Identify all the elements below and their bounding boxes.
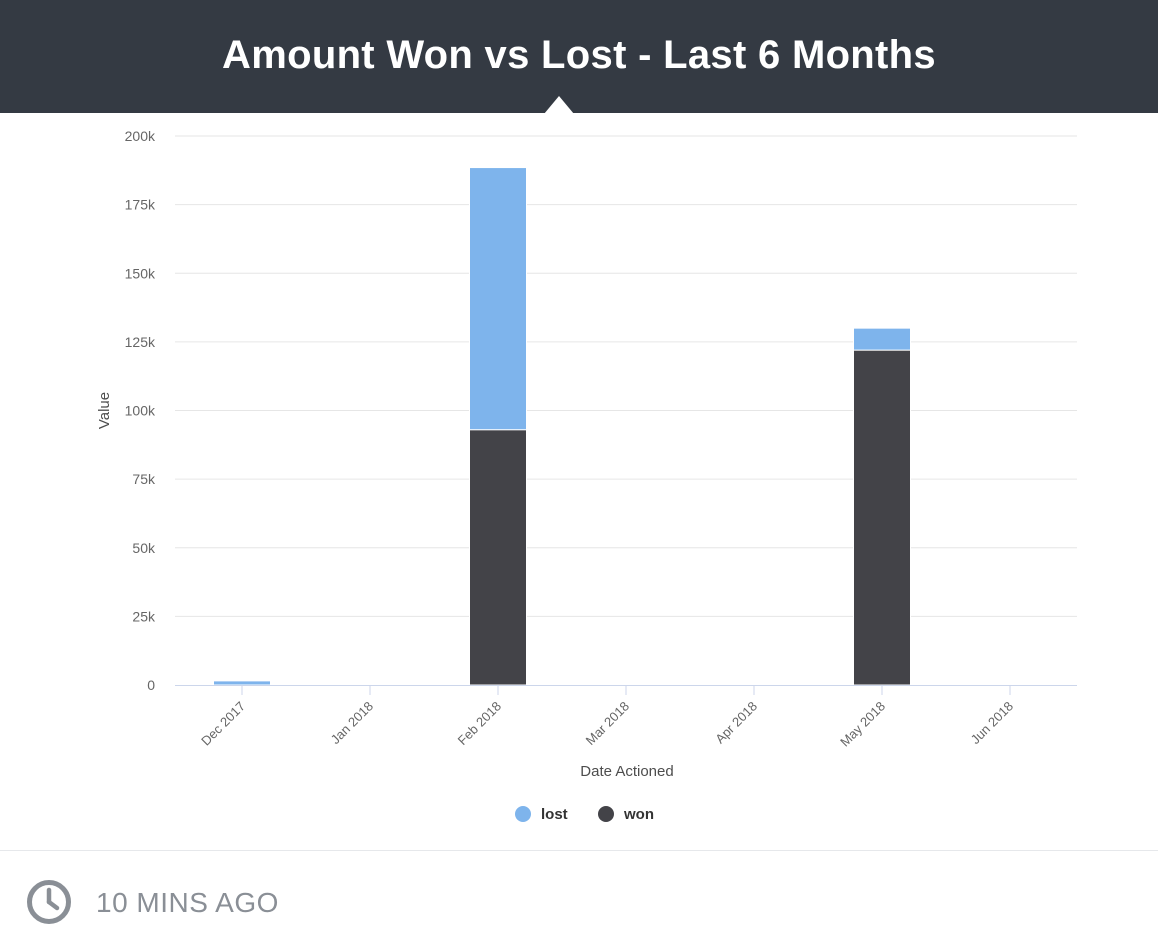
bars: [213, 167, 911, 686]
chart-plot: 0 25k 50k 75k 100k 125k 150k 175k 200k Dec 2017 Ja…: [96, 128, 1077, 823]
y-tick-label: 50k: [132, 540, 156, 556]
clock-icon: [27, 880, 71, 924]
y-tick-label: 175k: [125, 197, 156, 213]
x-tick-label: Jan 2018: [328, 699, 376, 747]
x-axis-title: Date Actioned: [580, 763, 673, 780]
bar-won-may-2018[interactable]: [853, 349, 911, 686]
y-tick-label: 150k: [125, 265, 156, 281]
legend-item-won[interactable]: won: [598, 806, 654, 823]
x-tick-label: May 2018: [837, 699, 888, 750]
bar-lost-dec-2017[interactable]: [213, 680, 271, 686]
legend-marker: [598, 806, 614, 822]
x-tick-label: Dec 2017: [198, 699, 248, 749]
header-pointer: [544, 96, 574, 114]
bar-lost-feb-2018[interactable]: [469, 167, 527, 431]
legend-item-lost[interactable]: lost: [515, 806, 568, 823]
bar-won-feb-2018[interactable]: [469, 429, 527, 686]
y-tick-label: 100k: [125, 403, 156, 419]
card-footer: 10 MINS AGO: [0, 850, 1158, 946]
legend-label: lost: [541, 806, 568, 823]
y-tick-label: 200k: [125, 128, 156, 144]
bar-lost-may-2018[interactable]: [853, 327, 911, 351]
legend-label: won: [623, 806, 654, 823]
legend: lost won: [515, 806, 654, 823]
y-tick-label: 125k: [125, 334, 156, 350]
y-tick-label: 75k: [132, 471, 156, 487]
x-tick-label: Apr 2018: [712, 699, 760, 747]
chart-header: Amount Won vs Lost - Last 6 Months: [0, 0, 1158, 114]
legend-marker: [515, 806, 531, 822]
x-tick-label: Jun 2018: [968, 699, 1016, 747]
x-tick-label: Mar 2018: [583, 699, 632, 748]
grid-lines: [175, 135, 1077, 617]
chart-title: Amount Won vs Lost - Last 6 Months: [222, 33, 936, 77]
y-axis-title: Value: [96, 392, 113, 429]
x-tick-label: Feb 2018: [455, 699, 504, 748]
y-tick-label: 25k: [132, 608, 156, 624]
last-updated-label: 10 MINS AGO: [96, 887, 279, 918]
y-tick-label: 0: [147, 677, 155, 693]
